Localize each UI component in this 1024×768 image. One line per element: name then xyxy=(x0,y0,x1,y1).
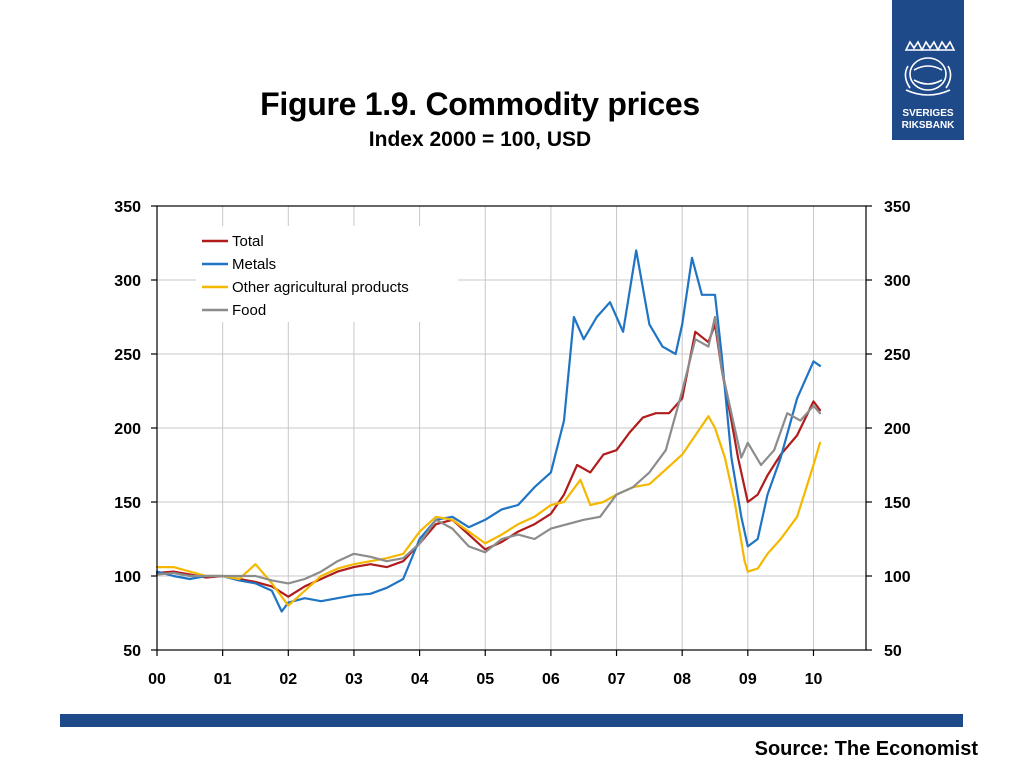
y-tick-label-left: 50 xyxy=(123,643,141,660)
y-tick-label-left: 250 xyxy=(114,347,141,364)
y-tick-label-left: 350 xyxy=(114,199,141,216)
footer-bar xyxy=(60,714,963,727)
y-tick-label-right: 250 xyxy=(884,347,911,364)
x-tick-label: 00 xyxy=(148,671,166,688)
x-tick-label: 08 xyxy=(673,671,691,688)
crown-emblem-icon xyxy=(904,40,956,96)
y-tick-label-right: 350 xyxy=(884,199,911,216)
series-line-total xyxy=(155,323,822,598)
x-tick-label: 05 xyxy=(476,671,494,688)
x-tick-label: 04 xyxy=(411,671,429,688)
x-tick-label: 06 xyxy=(542,671,560,688)
series-line-metals xyxy=(155,249,822,613)
x-tick-label: 09 xyxy=(739,671,757,688)
legend-entry: Total xyxy=(232,233,264,250)
legend: Total Metals Other agricultural products Fo… xyxy=(196,226,458,322)
y-tick-label-right: 100 xyxy=(884,569,911,586)
y-tick-label-right: 200 xyxy=(884,421,911,438)
x-tick-label: 02 xyxy=(279,671,297,688)
y-tick-label-right: 300 xyxy=(884,273,911,290)
y-tick-label-left: 150 xyxy=(114,495,141,512)
source-note: Source: The Economist xyxy=(754,738,978,760)
y-tick-label-left: 200 xyxy=(114,421,141,438)
legend-background xyxy=(196,226,458,322)
y-tick-label-left: 100 xyxy=(114,569,141,586)
series-lines xyxy=(155,249,822,613)
chart-subtitle: Index 2000 = 100, USD xyxy=(368,128,592,151)
legend-entry: Other agricultural products xyxy=(232,279,409,296)
series-line-other-agricultural-products xyxy=(155,415,822,607)
riksbank-logo: SVERIGES RIKSBANK xyxy=(892,0,964,140)
legend-entry: Food xyxy=(232,302,266,319)
y-tick-label-right: 150 xyxy=(884,495,911,512)
series-line-food xyxy=(155,315,822,585)
x-tick-label: 01 xyxy=(214,671,232,688)
y-tick-label-right: 50 xyxy=(884,643,902,660)
logo-line-2: RIKSBANK xyxy=(901,120,955,131)
y-tick-label-left: 300 xyxy=(114,273,141,290)
x-tick-label: 03 xyxy=(345,671,363,688)
x-tick-label: 10 xyxy=(805,671,823,688)
x-tick-label: 07 xyxy=(608,671,626,688)
legend-entry: Metals xyxy=(232,256,276,273)
logo-line-1: SVERIGES xyxy=(902,108,954,119)
chart-title: Figure 1.9. Commodity prices xyxy=(260,86,700,122)
